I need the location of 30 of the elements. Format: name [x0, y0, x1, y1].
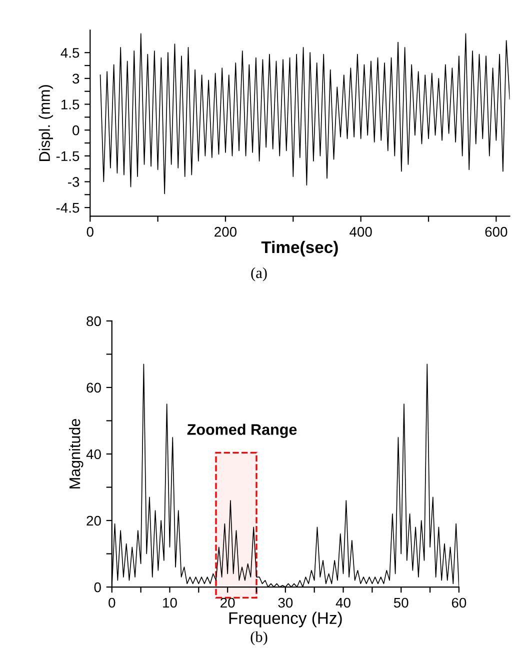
x-axis-title: Frequency (Hz): [229, 612, 342, 628]
y-tick-label: 40: [86, 449, 101, 460]
y-tick-label: 0: [94, 582, 101, 592]
y-tick-label: 80: [86, 316, 101, 326]
y-axis-title: Displ. (mm): [38, 85, 54, 161]
y-tick-label: 1.5: [61, 100, 80, 110]
x-tick-label: 10: [163, 598, 177, 608]
x-tick-label: 200: [214, 226, 237, 237]
line-series: [100, 33, 510, 194]
x-tick-label: 30: [278, 598, 293, 608]
text: (b): [250, 631, 268, 646]
x-tick-label: 0: [108, 598, 116, 608]
y-tick-label: 3: [72, 74, 80, 84]
x-axis-title: Time(sec): [261, 240, 338, 256]
y-tick-label: 4.5: [60, 48, 80, 58]
x-tick-label: 60: [452, 598, 466, 608]
y-tick-label: 60: [86, 382, 101, 393]
x-tick-label: 400: [350, 226, 372, 237]
y-tick-label: -1.5: [56, 151, 80, 162]
x-tick-label: 20: [220, 598, 235, 608]
x-tick-label: 600: [485, 226, 508, 237]
y-tick-label: 20: [86, 516, 101, 526]
y-tick-label: 0: [72, 125, 80, 136]
y-axis-title: Magnitude: [69, 418, 84, 488]
text: (a): [251, 267, 267, 282]
y-tick-label: -3: [68, 177, 80, 187]
y-tick-label: -4.5: [56, 203, 80, 213]
x-tick-label: 50: [394, 598, 408, 608]
band-label: Zoomed Range: [187, 424, 297, 438]
x-tick-label: 40: [336, 598, 350, 608]
